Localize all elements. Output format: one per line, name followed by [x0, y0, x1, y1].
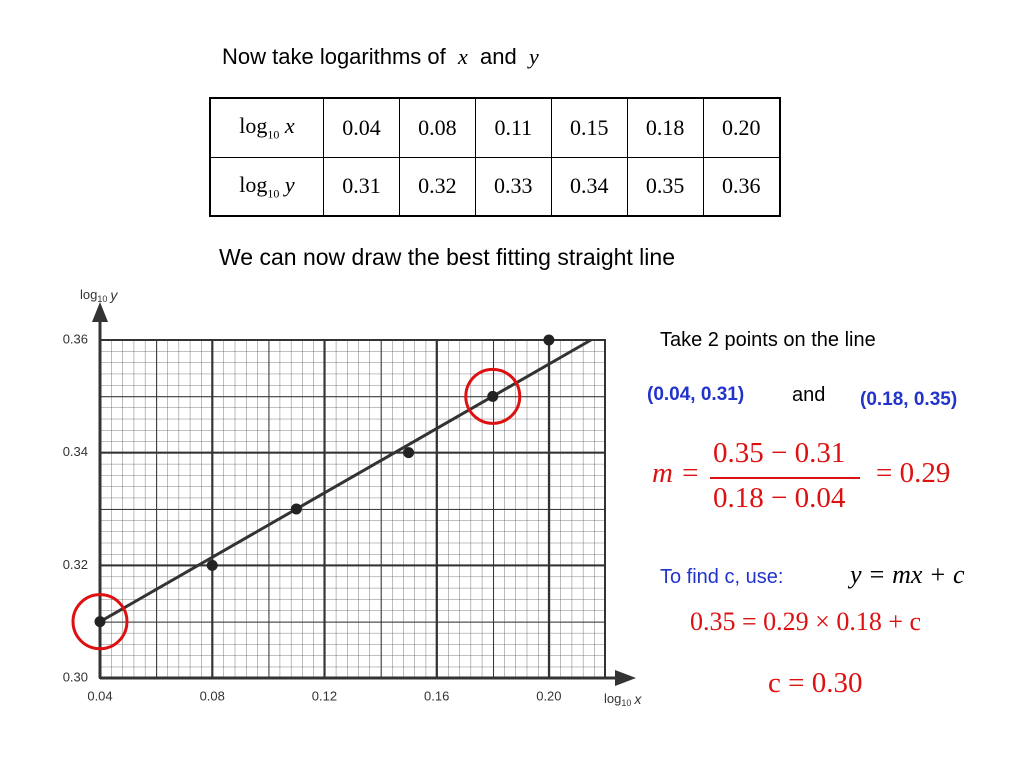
y-axis-label: log10 y [80, 287, 118, 305]
label-base: log [239, 171, 268, 197]
answer: c = 0.30 [768, 667, 863, 699]
point [403, 447, 415, 459]
table-cell: 0.31 [323, 156, 400, 217]
label-sub: 10 [621, 698, 631, 708]
highlight-circle [464, 367, 522, 425]
and-text: and [792, 384, 826, 406]
gradient-lhs: m = [652, 457, 700, 489]
y-tick-label: 0.36 [63, 331, 88, 346]
x-tick-label: 0.16 [424, 688, 449, 703]
gradient-denominator: 0.18 − 0.04 [713, 482, 846, 514]
table-cell: 0.18 [626, 97, 704, 158]
y-tick-label: 0.34 [63, 444, 88, 459]
label-sub: 10 [97, 294, 107, 304]
table-cell: 0.11 [474, 97, 552, 158]
y-arrow [92, 302, 108, 322]
point [543, 334, 555, 346]
find-c: To find c, use: [660, 566, 784, 588]
point [206, 559, 218, 571]
gradient-numerator: 0.35 − 0.31 [713, 437, 846, 469]
title-text: Now take logarithms of [222, 44, 446, 69]
label-sub: 10 [267, 185, 280, 200]
x-tick-label: 0.20 [536, 688, 561, 703]
x-tick-label: 0.08 [200, 688, 225, 703]
y-tick-label: 0.30 [63, 669, 88, 684]
table-row: log10 x 0.04 0.08 0.11 0.15 0.18 0.20 [209, 97, 781, 158]
label-base: log [239, 113, 268, 139]
major-grid [100, 340, 605, 678]
substitution: 0.35 = 0.29 × 0.18 + c [690, 607, 922, 636]
table-cell: 0.04 [323, 97, 400, 158]
table-cell: 0.36 [702, 156, 781, 217]
row-label: log10 x [209, 97, 324, 158]
subtitle: We can now draw the best fitting straigh… [219, 244, 675, 270]
fraction-bar [710, 477, 860, 479]
table-cell: 0.20 [702, 97, 781, 158]
label-sub: 10 [267, 127, 280, 142]
x-tick-label: 0.12 [312, 688, 337, 703]
point [487, 390, 499, 402]
y-tick-label: 0.32 [63, 557, 88, 572]
label-var: y [284, 171, 295, 197]
table-cell: 0.32 [398, 156, 476, 217]
points-heading: Take 2 points on the line [660, 329, 876, 351]
equation: y = mx + c [850, 560, 965, 589]
label-var: y [109, 287, 118, 303]
gradient-result: = 0.29 [876, 457, 951, 489]
label-var: x [633, 691, 642, 707]
highlight-circle [71, 593, 129, 651]
x-axis-label: log10 x [604, 691, 642, 709]
x-tick-label: 0.04 [87, 688, 112, 703]
label-base: log [80, 287, 97, 302]
label-var: x [284, 113, 295, 139]
table-cell: 0.34 [550, 156, 628, 217]
table-cell: 0.33 [474, 156, 552, 217]
log-table: log10 x 0.04 0.08 0.11 0.15 0.18 0.20 log10 y 0.… [209, 97, 781, 217]
table-cell: 0.35 [626, 156, 704, 217]
point-a: (0.04, 0.31) [647, 384, 745, 405]
label-base: log [604, 691, 621, 706]
point-b: (0.18, 0.35) [860, 389, 958, 410]
point [290, 503, 302, 515]
title-and: and [480, 44, 517, 69]
title: Now take logarithms of x and y [222, 44, 539, 70]
title-y: y [528, 44, 539, 69]
table-cell: 0.08 [398, 97, 476, 158]
point [94, 616, 106, 628]
table-cell: 0.15 [550, 97, 628, 158]
x-arrow [615, 670, 636, 686]
title-x: x [458, 44, 468, 69]
row-label: log10 y [209, 156, 324, 217]
fit-line [99, 338, 592, 623]
table-row: log10 y 0.31 0.32 0.33 0.34 0.35 0.36 [209, 156, 781, 217]
